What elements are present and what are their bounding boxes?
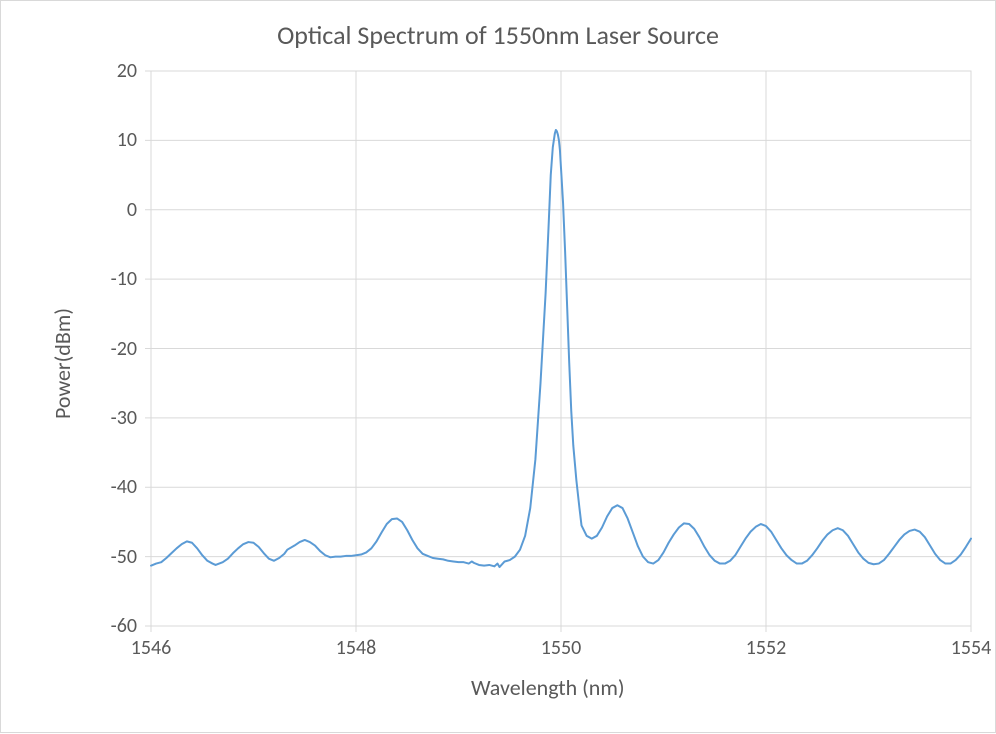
y-tick-label: 20	[117, 59, 137, 83]
y-tick-label: -40	[111, 475, 137, 499]
y-tick-label: -10	[111, 267, 137, 291]
x-tick-label: 1552	[738, 636, 794, 660]
x-tick-label: 1546	[123, 636, 179, 660]
y-tick-label: -50	[111, 545, 137, 569]
y-tick-label: 10	[117, 128, 137, 152]
y-tick-label: -30	[111, 406, 137, 430]
x-tick-label: 1550	[533, 636, 589, 660]
y-tick-label: 0	[127, 198, 137, 222]
y-tick-label: -20	[111, 337, 137, 361]
x-tick-label: 1548	[328, 636, 384, 660]
chart-svg	[1, 1, 996, 734]
chart-container: Optical Spectrum of 1550nm Laser Source …	[0, 0, 996, 733]
x-tick-label: 1554	[943, 636, 996, 660]
y-tick-label: -60	[111, 614, 137, 638]
